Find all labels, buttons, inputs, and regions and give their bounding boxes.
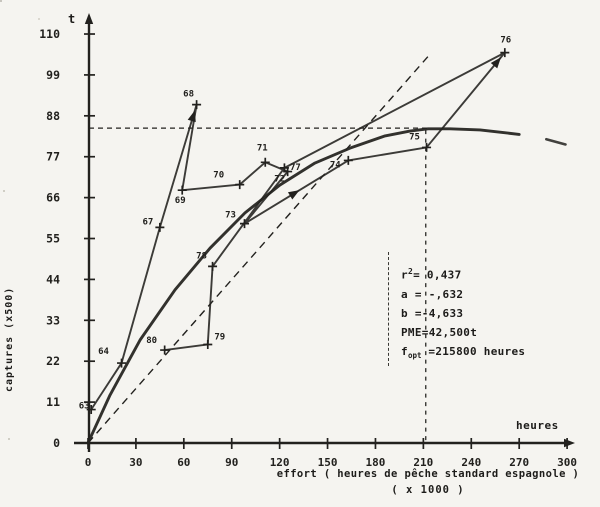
x-tick-label: 180 (366, 456, 386, 469)
x-axis-caption-multiplier: ( x 1000 ) (391, 484, 465, 496)
stat-a: a = -,632 (401, 287, 464, 301)
data-point-marker (500, 48, 510, 58)
year-label: 75 (409, 132, 420, 142)
x-tick-label: 30 (129, 456, 142, 469)
y-tick-label: 110 (39, 27, 60, 41)
x-tick-label: 60 (177, 456, 190, 469)
data-point-marker (203, 339, 213, 349)
y-tick-label: 99 (46, 68, 60, 82)
year-label: 67 (142, 217, 153, 227)
y-tick-label: 77 (46, 150, 60, 164)
trajectory-arrow (490, 57, 501, 69)
data-point-marker (343, 155, 353, 165)
mid-segment-arrow (287, 190, 300, 200)
year-label: 72 (274, 175, 285, 185)
data-point-marker (235, 180, 245, 190)
production-curve (86, 127, 521, 445)
data-point-marker (279, 163, 289, 173)
year-label: 64 (98, 347, 109, 357)
x-tick-label: 120 (270, 456, 290, 469)
data-point-marker (260, 157, 270, 167)
y-axis-unit-label: t (68, 12, 76, 26)
y-tick-label: 55 (46, 232, 60, 246)
data-point-marker (208, 261, 218, 271)
y-tick-label: 11 (46, 395, 60, 409)
year-label: 68 (183, 90, 194, 100)
x-axis-arrow (564, 438, 575, 448)
y-tick-label: 22 (46, 354, 60, 368)
stat-r-squared: r2= 0,437 (401, 267, 462, 282)
production-curve-tail (545, 137, 567, 146)
stat-b: b =-4,633 (401, 306, 464, 320)
x-tick-label: 90 (225, 456, 238, 469)
x-axis-caption: effort ( heures de pêche standard espagn… (276, 468, 580, 480)
year-label: 74 (330, 160, 341, 170)
data-point-marker (177, 185, 187, 195)
year-trajectory-line (90, 51, 506, 411)
y-tick-label: 44 (46, 272, 60, 286)
data-point-marker (155, 222, 165, 232)
y-tick-label: 0 (53, 436, 60, 450)
year-label: 73 (225, 211, 236, 221)
stat-pme: PME=42,500t (401, 325, 478, 339)
x-tick-label: 150 (318, 456, 338, 469)
data-point-marker (160, 345, 170, 355)
x-tick-label: 0 (85, 456, 92, 469)
data-point-marker (117, 358, 127, 368)
y-axis-caption: captures (x500) (4, 286, 15, 392)
year-label: 63 (79, 402, 90, 412)
y-tick-label: 33 (46, 313, 60, 327)
x-axis-unit-label: heures (516, 419, 559, 432)
year-label: 71 (257, 143, 268, 153)
year-label: 69 (175, 196, 186, 206)
year-label: 70 (213, 171, 224, 181)
x-tick-label: 300 (557, 456, 577, 469)
origin-dashed-line (87, 55, 429, 444)
stats-box: r2= 0,437 a = -,632 b =-4,633 PME=42,500… (388, 252, 525, 366)
data-point-marker (422, 142, 432, 152)
data-point-marker (240, 219, 250, 229)
data-point-marker (192, 100, 202, 110)
y-axis-arrow (84, 13, 94, 24)
data-point-marker (86, 405, 96, 415)
year-label: 79 (214, 332, 225, 342)
stat-fopt: fopt =215800 heures (401, 344, 526, 360)
scan-speckles (0, 0, 2, 2)
x-tick-label: 210 (413, 456, 433, 469)
x-tick-label: 270 (509, 456, 529, 469)
year-label: 77 (290, 163, 301, 173)
year-label: 80 (146, 336, 157, 346)
year-label: 76 (500, 36, 511, 46)
x-tick-label: 240 (461, 456, 481, 469)
y-tick-label: 66 (46, 191, 60, 205)
y-tick-label: 88 (46, 109, 60, 123)
trajectory-arrow (187, 110, 196, 123)
year-label: 78 (196, 251, 207, 261)
